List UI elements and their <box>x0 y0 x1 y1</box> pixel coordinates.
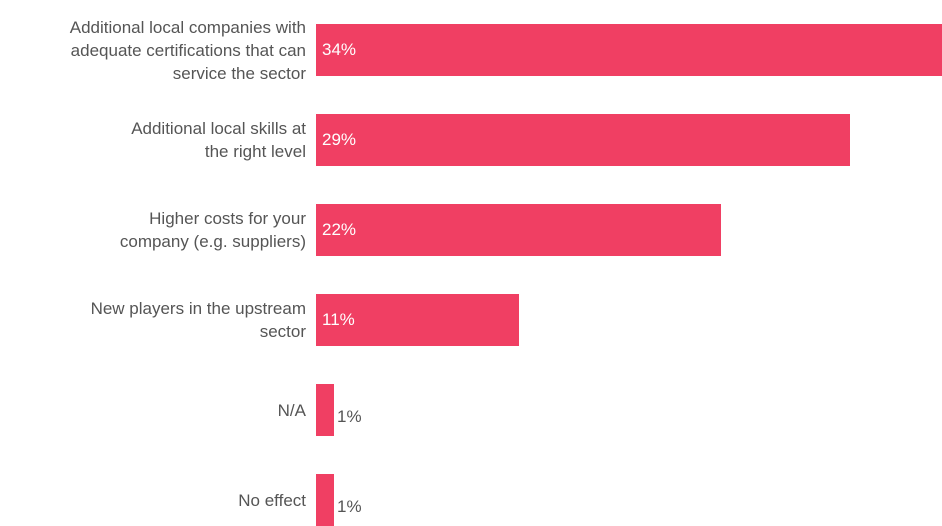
category-label-line: New players in the upstream <box>90 299 306 318</box>
category-label-line: Higher costs for your <box>149 209 306 228</box>
category-label-line: Additional local companies with <box>69 17 306 37</box>
bar <box>316 114 850 166</box>
category-label-line: sector <box>259 322 306 341</box>
category-label-line: N/A <box>277 400 306 420</box>
value-label: 11% <box>322 310 355 329</box>
category-label: N/A <box>0 399 306 422</box>
bar <box>316 294 519 346</box>
bar <box>316 204 721 256</box>
category-label: Additional local skills at the right leve… <box>0 117 306 163</box>
category-label-line: service the sector <box>172 63 306 83</box>
bar <box>316 384 334 436</box>
value-label: 22% <box>322 220 357 239</box>
category-label: Additional local companies with adequate … <box>0 16 306 85</box>
category-label-line: adequate certifications that can <box>70 40 306 60</box>
value-label: 1% <box>337 497 362 516</box>
bar <box>316 474 334 526</box>
value-label: 29% <box>322 130 357 149</box>
category-label-line: Additional local skills at <box>131 119 306 138</box>
category-label-line: the right level <box>204 142 306 161</box>
category-label: Higher costs for your company (e.g. suppl… <box>0 207 306 253</box>
category-label: New players in the upstream sector <box>0 297 306 343</box>
bar <box>316 24 942 76</box>
category-label: No effect <box>0 489 306 512</box>
value-label: 1% <box>337 407 362 426</box>
category-label-line: company (e.g. suppliers) <box>119 232 306 251</box>
value-label: 34% <box>322 40 357 59</box>
category-label-line: No effect <box>238 490 306 510</box>
